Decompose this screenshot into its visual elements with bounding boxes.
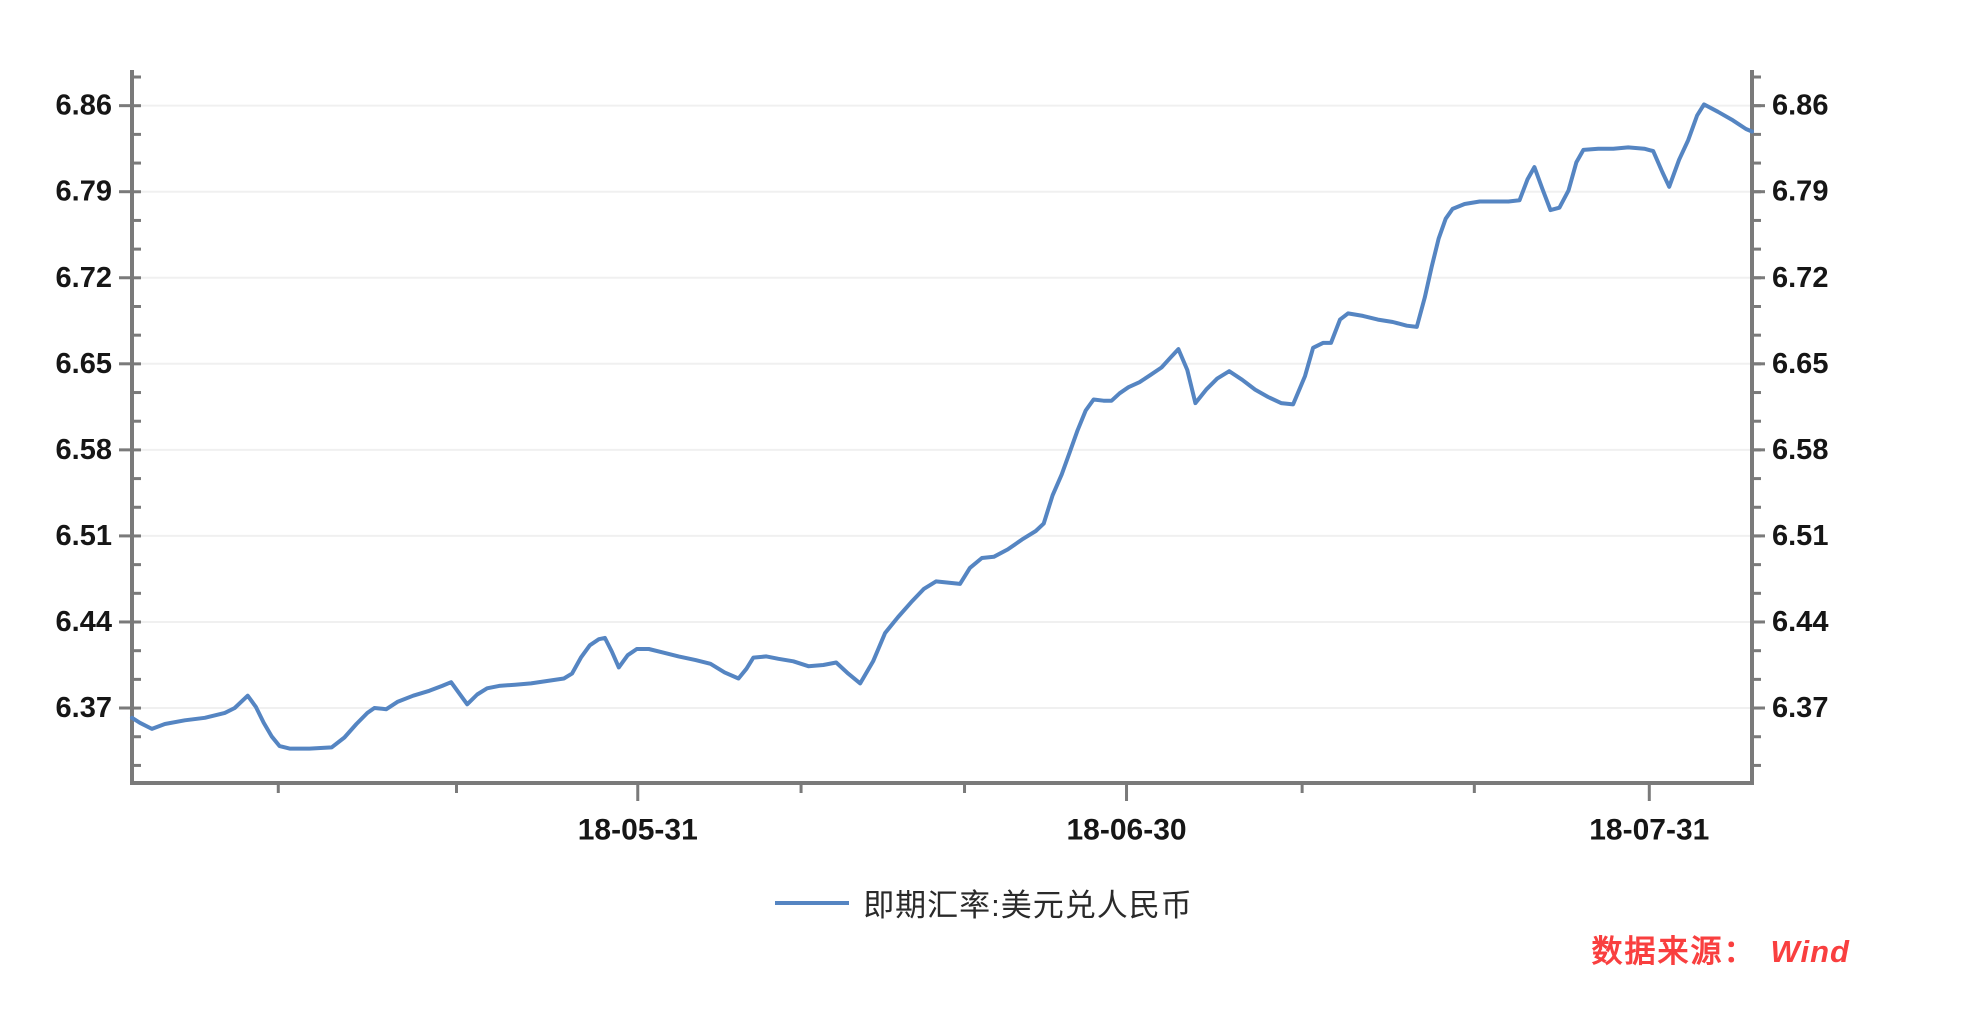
y-axis-label-right: 6.37	[1772, 692, 1828, 724]
y-axis-label-right: 6.79	[1772, 176, 1828, 208]
source-name: Wind	[1770, 934, 1850, 969]
y-axis-label-right: 6.86	[1772, 90, 1828, 122]
x-axis-date-label: 18-07-31	[1589, 814, 1709, 847]
x-axis-date-label: 18-05-31	[578, 814, 698, 847]
y-axis-label-left: 6.86	[56, 90, 112, 122]
data-source-note: 数据来源： Wind	[1592, 926, 1850, 971]
y-axis-label-left: 6.58	[56, 434, 112, 466]
y-axis-label-left: 6.44	[56, 606, 112, 638]
series-line	[130, 102, 1754, 751]
y-axis-label-right: 6.58	[1772, 434, 1828, 466]
y-axis-label-left: 6.37	[56, 692, 112, 724]
y-axis-label-left: 6.79	[56, 176, 112, 208]
y-axis-label-right: 6.72	[1772, 262, 1828, 294]
y-axis-label-left: 6.65	[56, 348, 112, 380]
y-axis-label-right: 6.44	[1772, 606, 1828, 638]
y-axis-label-right: 6.65	[1772, 348, 1828, 380]
y-axis-label-left: 6.51	[56, 520, 112, 552]
source-prefix: 数据来源：	[1591, 934, 1757, 969]
y-axis-label-right: 6.51	[1772, 520, 1828, 552]
y-axis-label-left: 6.72	[56, 262, 112, 294]
x-axis-date-label: 18-06-30	[1066, 814, 1186, 847]
